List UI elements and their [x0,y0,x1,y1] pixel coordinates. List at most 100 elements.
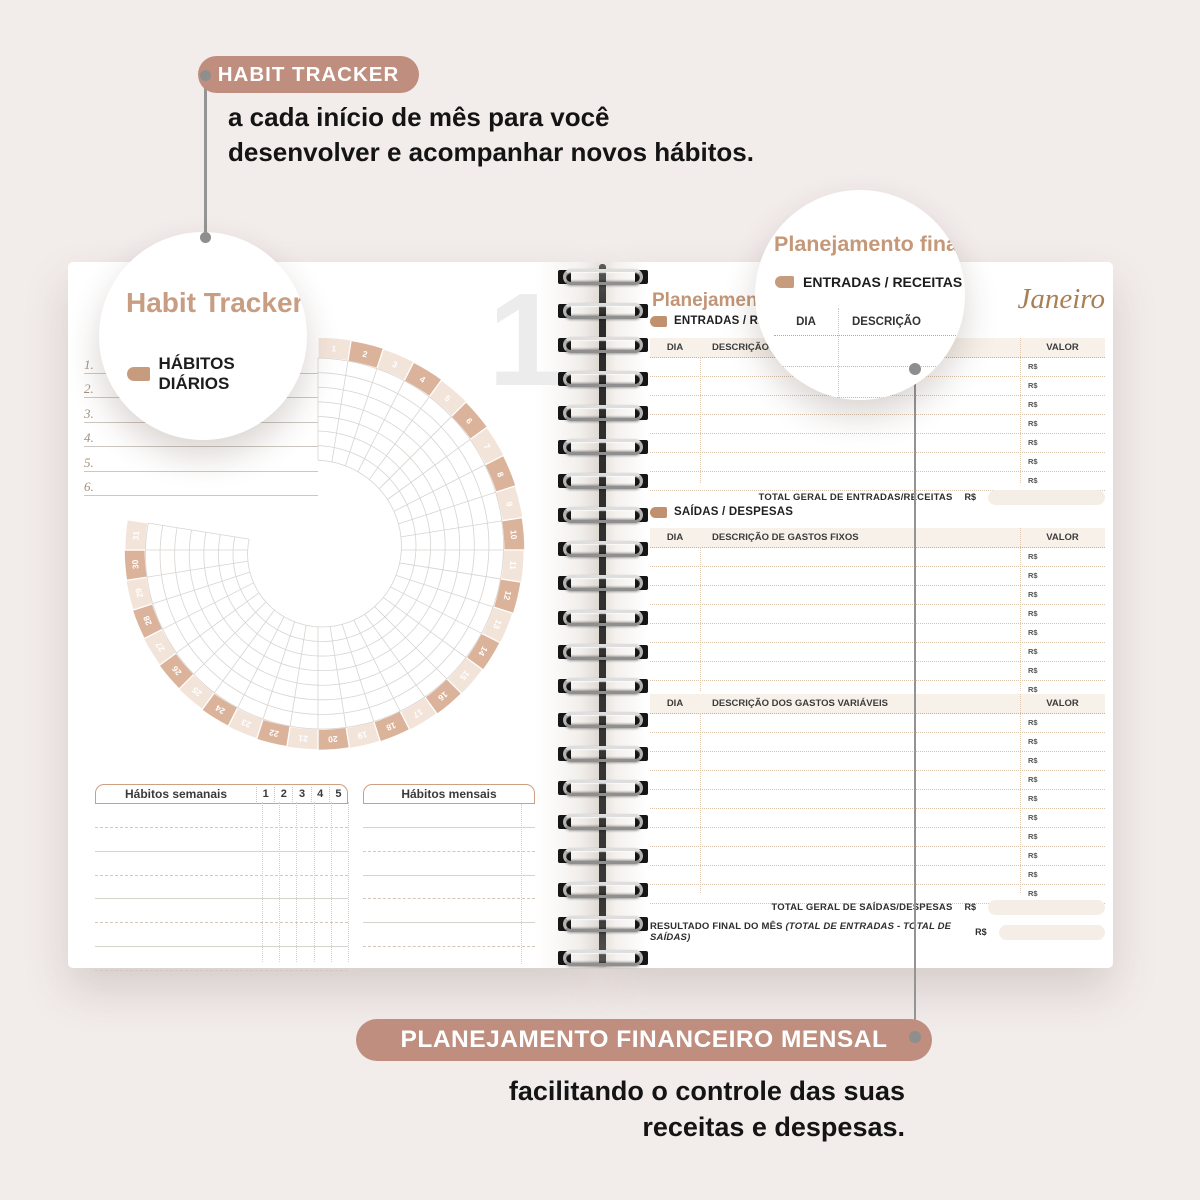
gastos-fixos-header: DIA DESCRIÇÃO DE GASTOS FIXOS VALOR [650,528,1105,548]
wire-ring [563,745,643,762]
wire-ring [563,337,643,354]
table-row: R$ [650,847,1105,866]
svg-text:30: 30 [130,559,141,569]
mini-table-header: DIA DESCRIÇÃO [774,308,965,336]
svg-text:18: 18 [385,720,398,733]
binding-ring [556,643,650,660]
weekly-day-column: 3 [292,786,310,802]
weekly-habits-title: Hábitos semanais [125,787,228,801]
binding-gutter-rod [599,264,606,966]
habit-number: 4. [84,430,94,446]
svg-text:11: 11 [508,560,519,570]
table-row: R$ [650,453,1105,472]
habit-table-row [95,852,348,876]
svg-text:13: 13 [491,618,504,631]
currency-label: R$ [1028,685,1038,694]
habit-table-row [95,876,348,900]
habit-wheel-svg: 1234567891011121314151617181920212223242… [123,336,526,751]
resultado-label: RESULTADO FINAL DO MÊS [650,921,783,932]
bottom-annotation-text: facilitando o controle das suas receitas… [508,1076,905,1142]
habit-table-row [95,828,348,852]
table-row: R$ [650,733,1105,752]
binding-ring [556,473,650,490]
binding-ring [556,609,650,626]
wire-ring [563,541,643,558]
column-rule [700,713,701,893]
binding-ring [556,439,650,456]
leader-dot [200,232,211,243]
weekly-column-rule [348,802,349,962]
habit-number: 1. [84,357,94,372]
svg-text:29: 29 [133,587,145,599]
wire-ring [563,950,643,966]
svg-text:9: 9 [504,501,515,508]
binding-ring [556,677,650,694]
currency-label: R$ [1028,400,1038,409]
planejamento-badge: PLANEJAMENTO FINANCEIRO MENSAL [356,1019,932,1061]
gastos-variaveis-rows: R$ R$ R$ R$ R$ R$ R$ R$ R$ R$ [650,714,1105,904]
weekly-column-rule [279,802,281,962]
currency-label: R$ [1028,870,1038,879]
currency-label: R$ [1028,438,1038,447]
currency-label: R$ [1028,628,1038,637]
entradas-receitas-row: ENTRADAS / RECEITAS [775,274,962,290]
wire-ring [563,405,643,422]
currency-label: R$ [1028,571,1038,580]
svg-text:23: 23 [240,717,253,730]
table-row: R$ [650,472,1105,491]
svg-text:22: 22 [268,727,280,739]
habit-table-row [95,947,348,971]
resultado-final-field [998,924,1105,940]
wire-ring [563,813,643,830]
habit-rule [84,446,318,448]
wire-ring [563,473,643,490]
wire-ring [563,881,643,898]
binding-ring [556,915,650,932]
callout-title: Planejamento finance [774,232,965,256]
tag-icon [650,315,667,327]
mini-table-row [774,367,965,398]
column-rule [1020,528,1021,691]
habit-table-row [363,923,535,948]
svg-text:19: 19 [356,729,368,741]
saidas-section-header: SAÍDAS / DESPESAS [650,506,793,518]
habit-table-row [95,923,348,948]
table-row: R$ [650,809,1105,828]
habit-number: 2. [84,381,94,397]
wire-ring [563,371,643,388]
wire-ring [563,575,643,592]
planejamento-callout: Planejamento finance ENTRADAS / RECEITAS… [755,190,965,400]
habit-table-row [363,876,535,900]
gastos-fixos-rows: R$ R$ R$ R$ R$ R$ R$ R$ [650,548,1105,700]
svg-text:1: 1 [331,343,337,353]
currency-label: R$ [1028,794,1038,803]
svg-text:3: 3 [391,359,399,370]
svg-text:12: 12 [502,590,514,602]
column-rule [1020,694,1021,893]
habit-list-item: 5. [84,454,318,476]
monthly-habits-rows [363,804,535,971]
binding-ring [556,405,650,422]
wire-ring [563,303,643,320]
weekly-column-rule [296,802,298,962]
currency-label: R$ [1028,609,1038,618]
currency-label: R$ [1028,775,1038,784]
binding-ring [556,303,650,320]
habit-table-row [95,899,348,924]
habitos-diarios-row: HÁBITOS DIÁRIOS [127,354,307,394]
weekly-day-column: 5 [328,786,347,802]
leader-dot [909,1031,921,1043]
leader-dot [200,70,211,81]
currency-label: R$ [1028,832,1038,841]
tag-icon [650,506,667,518]
svg-text:10: 10 [508,529,519,539]
table-row: R$ [650,605,1105,624]
binding-ring [556,371,650,388]
currency-label: R$ [1028,457,1038,466]
wire-ring [563,779,643,796]
habit-number: 5. [84,454,94,470]
table-row: R$ [650,396,1105,415]
habit-table-row [363,899,535,924]
